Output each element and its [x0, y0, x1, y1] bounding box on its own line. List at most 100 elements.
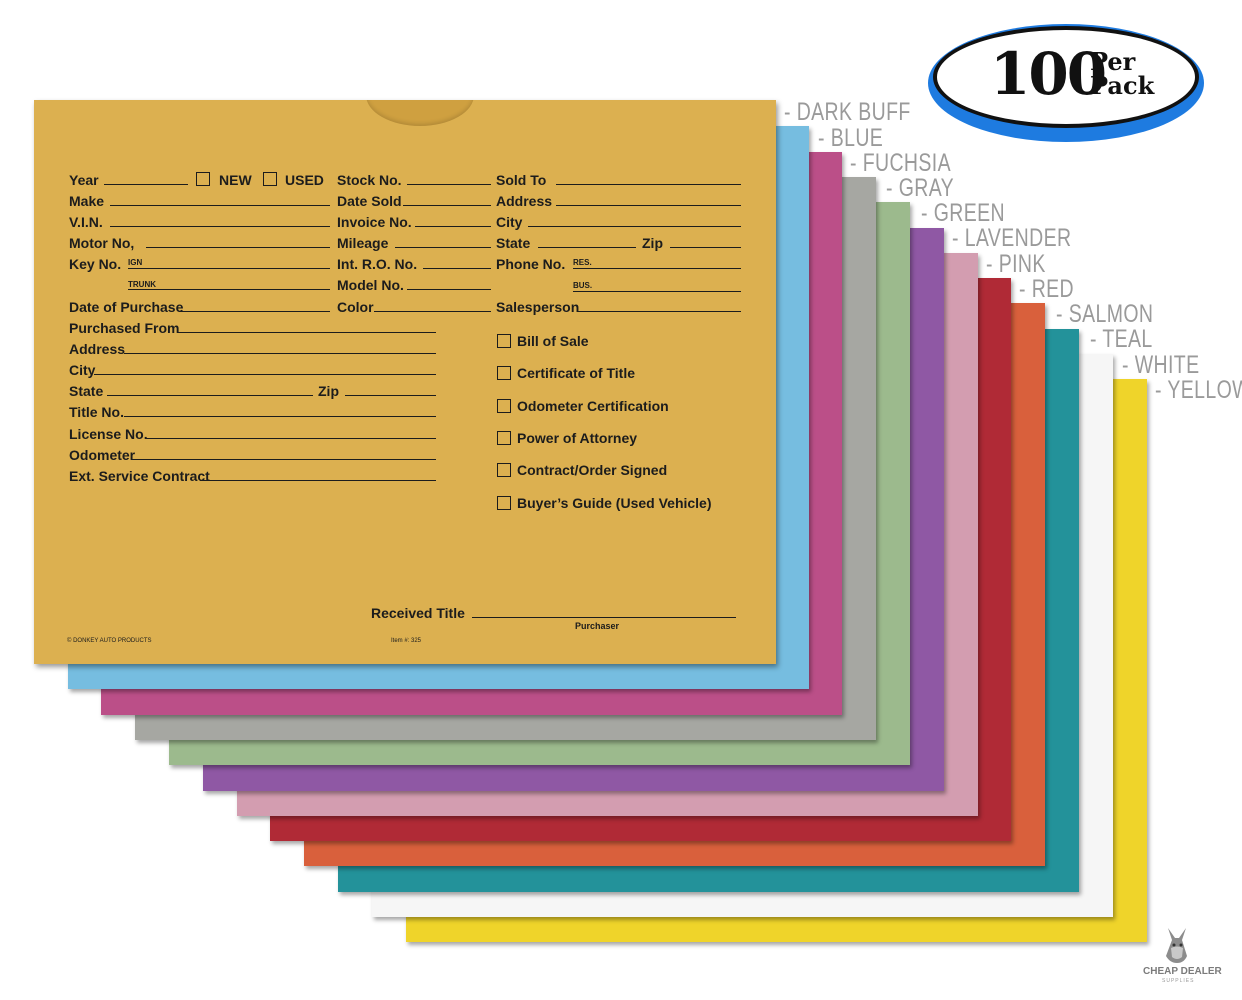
label-ign: IGN [128, 258, 143, 267]
line-odometer [132, 459, 436, 460]
item-number: Item #: 325 [391, 638, 422, 644]
checkbox-contract-order-signed [497, 463, 511, 477]
checkbox-buyers-guide [497, 496, 511, 510]
checklist-power-of-attorney: Power of Attorney [517, 430, 638, 446]
line-ext-service-contract [200, 480, 436, 481]
color-label-teal: - TEAL [1090, 325, 1153, 353]
label-date-sold: Date Sold [337, 193, 402, 209]
label-stock-no: Stock No. [337, 172, 402, 188]
line-received-title [472, 617, 736, 618]
line-city [94, 374, 436, 375]
color-label-fuchsia: - FUCHSIA [850, 149, 952, 177]
line-stock-no [407, 184, 491, 185]
label-invoice-no: Invoice No. [337, 214, 412, 230]
label-bus: BUS. [573, 281, 593, 290]
checklist-buyers-guide: Buyer’s Guide (Used Vehicle) [517, 495, 712, 511]
label-vin: V.I.N. [69, 214, 103, 230]
checkbox-used [263, 172, 277, 186]
line-trunk [128, 289, 330, 290]
donkey-logo-icon [1166, 928, 1187, 963]
label-zip-right: Zip [642, 235, 663, 251]
thumb-cut [366, 100, 474, 126]
checkbox-odometer-certification [497, 399, 511, 413]
logo-subtext: SUPPLIES [1162, 978, 1195, 984]
color-label-yellow: - YELLOW [1155, 376, 1242, 404]
color-label-pink: - PINK [986, 250, 1046, 278]
label-city-right: City [496, 214, 523, 230]
label-address-right: Address [496, 193, 553, 209]
checkbox-certificate-of-title [497, 366, 511, 380]
line-license-no [146, 438, 436, 439]
label-sold-to: Sold To [496, 172, 547, 188]
brand-mark: © DONKEY AUTO PRODUCTS [67, 638, 152, 644]
envelope-dark-buff-front: Year NEW USED Stock No. Sold To Make Dat… [34, 100, 776, 664]
color-label-dark-buff: - DARK BUFF [784, 98, 911, 126]
label-mileage: Mileage [337, 235, 389, 251]
badge-pack: Pack [1090, 71, 1155, 100]
line-year [104, 184, 188, 185]
label-ext-service-contract: Ext. Service Contract [69, 468, 210, 484]
badge-per-pack: Per Pack [1090, 50, 1154, 98]
checkbox-bill-of-sale [497, 334, 511, 348]
label-odometer: Odometer [69, 447, 136, 463]
label-color: Color [337, 299, 374, 315]
label-zip: Zip [318, 383, 339, 399]
label-received-title: Received Title [371, 605, 465, 621]
checkbox-power-of-attorney [497, 431, 511, 445]
line-motor-no [146, 247, 330, 248]
badge-number: 100 [990, 40, 1107, 108]
line-mileage [395, 247, 491, 248]
color-label-salmon: - SALMON [1056, 300, 1154, 328]
label-purchaser: Purchaser [575, 621, 620, 631]
line-ign [128, 268, 330, 269]
checklist-contract-order-signed: Contract/Order Signed [517, 462, 668, 478]
label-state: State [69, 383, 104, 399]
line-state-right [538, 247, 636, 248]
color-label-gray: - GRAY [886, 174, 955, 202]
line-salesperson [577, 311, 741, 312]
line-int-ro-no [423, 268, 491, 269]
badge-per: Per [1090, 47, 1136, 76]
checklist-bill-of-sale: Bill of Sale [517, 333, 589, 349]
line-model-no [407, 289, 491, 290]
color-label-white: - WHITE [1122, 351, 1200, 379]
checkbox-new [196, 172, 210, 186]
line-address-right [556, 205, 741, 206]
label-title-no: Title No. [69, 404, 124, 420]
line-state [107, 395, 313, 396]
color-label-green: - GREEN [921, 199, 1005, 227]
label-license-no: License No. [69, 426, 148, 442]
label-make: Make [69, 193, 105, 209]
label-state-right: State [496, 235, 531, 251]
line-title-no [124, 416, 436, 417]
label-used: USED [285, 172, 324, 188]
label-city: City [69, 362, 96, 378]
line-zip-right [670, 247, 741, 248]
line-res [573, 268, 741, 269]
checklist-odometer-certification: Odometer Certification [517, 398, 669, 414]
line-address [124, 353, 436, 354]
label-int-ro-no: Int. R.O. No. [337, 256, 418, 272]
line-vin [110, 226, 330, 227]
line-make [110, 205, 330, 206]
line-zip [345, 395, 436, 396]
checklist-certificate-of-title: Certificate of Title [517, 365, 635, 381]
label-date-of-purchase: Date of Purchase [69, 299, 184, 315]
label-year: Year [69, 172, 99, 188]
color-label-blue: - BLUE [818, 124, 884, 152]
logo-text: CHEAP DEALER [1143, 966, 1222, 977]
label-key-no: Key No. [69, 256, 122, 272]
label-purchased-from: Purchased From [69, 320, 180, 336]
label-salesperson: Salesperson [496, 299, 580, 315]
line-bus [573, 291, 741, 292]
label-address: Address [69, 341, 126, 357]
color-label-red: - RED [1019, 275, 1075, 303]
line-purchased-from [178, 332, 436, 333]
line-sold-to [556, 184, 741, 185]
label-new: NEW [219, 172, 252, 188]
line-date-sold [403, 205, 491, 206]
line-invoice-no [415, 226, 491, 227]
line-city-right [528, 226, 741, 227]
line-date-of-purchase [179, 311, 330, 312]
label-res: RES. [573, 258, 592, 267]
